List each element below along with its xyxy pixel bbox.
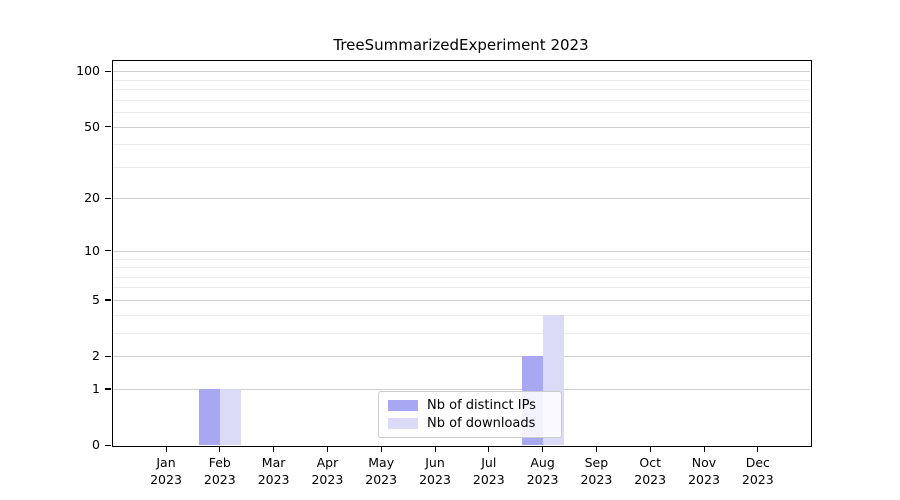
gridline-minor xyxy=(112,89,810,91)
x-axis-tick xyxy=(757,446,759,452)
x-axis-tick xyxy=(488,446,490,452)
x-axis-tick xyxy=(219,446,221,452)
gridline-minor xyxy=(112,112,810,114)
gridline-major xyxy=(112,299,810,301)
gridline-major xyxy=(112,198,810,200)
x-axis-tick-label: Jun 2023 xyxy=(419,455,451,487)
x-axis-tick xyxy=(542,446,544,452)
x-axis-tick-label: May 2023 xyxy=(365,455,398,487)
x-axis-tick xyxy=(434,446,436,452)
y-axis-tick-label: 50 xyxy=(84,118,100,134)
gridline-major xyxy=(112,71,810,73)
x-axis-tick-label: Dec 2023 xyxy=(741,455,774,487)
legend-swatch-downloads-icon xyxy=(388,418,418,429)
x-axis-tick-label: Aug 2023 xyxy=(526,455,559,487)
bar-distinct-ips xyxy=(198,388,220,445)
x-axis-tick xyxy=(649,446,651,452)
gridline-minor xyxy=(112,332,810,334)
gridline-major xyxy=(112,126,810,128)
y-axis-tick-label: 1 xyxy=(92,380,100,396)
x-axis-tick-label: Nov 2023 xyxy=(688,455,720,487)
x-axis-tick-label: Jul 2023 xyxy=(472,455,505,487)
legend: Nb of distinct IPs Nb of downloads xyxy=(378,391,562,438)
gridline-minor xyxy=(112,267,810,269)
y-axis-tick-label: 2 xyxy=(92,348,100,364)
gridline-major xyxy=(112,388,810,390)
bar-downloads xyxy=(219,388,241,445)
gridline-major xyxy=(112,356,810,358)
y-axis-tick-label: 100 xyxy=(76,63,100,79)
gridline-minor xyxy=(112,99,810,101)
x-axis-tick-label: Jan 2023 xyxy=(150,455,182,487)
x-axis-tick-label: Sep 2023 xyxy=(580,455,613,487)
x-axis-tick xyxy=(273,446,275,452)
legend-label-downloads: Nb of downloads xyxy=(427,416,536,431)
chart-title: TreeSummarizedExperiment 2023 xyxy=(333,36,589,54)
gridline-minor xyxy=(112,144,810,146)
y-axis-tick xyxy=(105,70,111,72)
gridline-minor xyxy=(112,166,810,168)
y-axis-tick-label: 10 xyxy=(84,242,100,258)
y-axis-tick xyxy=(105,388,111,390)
legend-label-distinct-ips: Nb of distinct IPs xyxy=(427,398,536,413)
y-axis-tick-label: 20 xyxy=(84,190,100,206)
x-axis-tick xyxy=(703,446,705,452)
x-axis-tick xyxy=(380,446,382,452)
legend-item-distinct-ips: Nb of distinct IPs xyxy=(388,398,552,413)
gridline-minor xyxy=(112,276,810,278)
gridline-minor xyxy=(112,258,810,260)
y-axis-tick xyxy=(105,197,111,200)
gridline-minor xyxy=(112,287,810,289)
y-axis-tick-label: 5 xyxy=(92,291,100,307)
x-axis-tick xyxy=(595,446,598,452)
y-axis-tick-label: 0 xyxy=(92,437,100,452)
y-axis-tick xyxy=(105,299,111,301)
gridline-minor xyxy=(112,79,810,81)
x-axis-tick-label: Feb 2023 xyxy=(203,455,236,487)
x-axis-tick-label: Mar 2023 xyxy=(257,455,290,487)
y-axis-tick xyxy=(105,250,111,252)
y-axis-tick xyxy=(105,355,111,357)
y-axis-tick xyxy=(105,126,111,128)
x-axis-tick xyxy=(326,446,329,452)
y-axis-tick xyxy=(105,444,111,446)
x-axis-tick-label: Apr 2023 xyxy=(311,455,344,487)
gridline-major xyxy=(112,250,810,252)
x-axis-tick xyxy=(165,446,167,452)
x-axis-tick-label: Oct 2023 xyxy=(634,455,667,487)
legend-item-downloads: Nb of downloads xyxy=(388,416,552,431)
gridline-minor xyxy=(112,314,810,316)
legend-swatch-distinct-ips-icon xyxy=(388,400,418,411)
